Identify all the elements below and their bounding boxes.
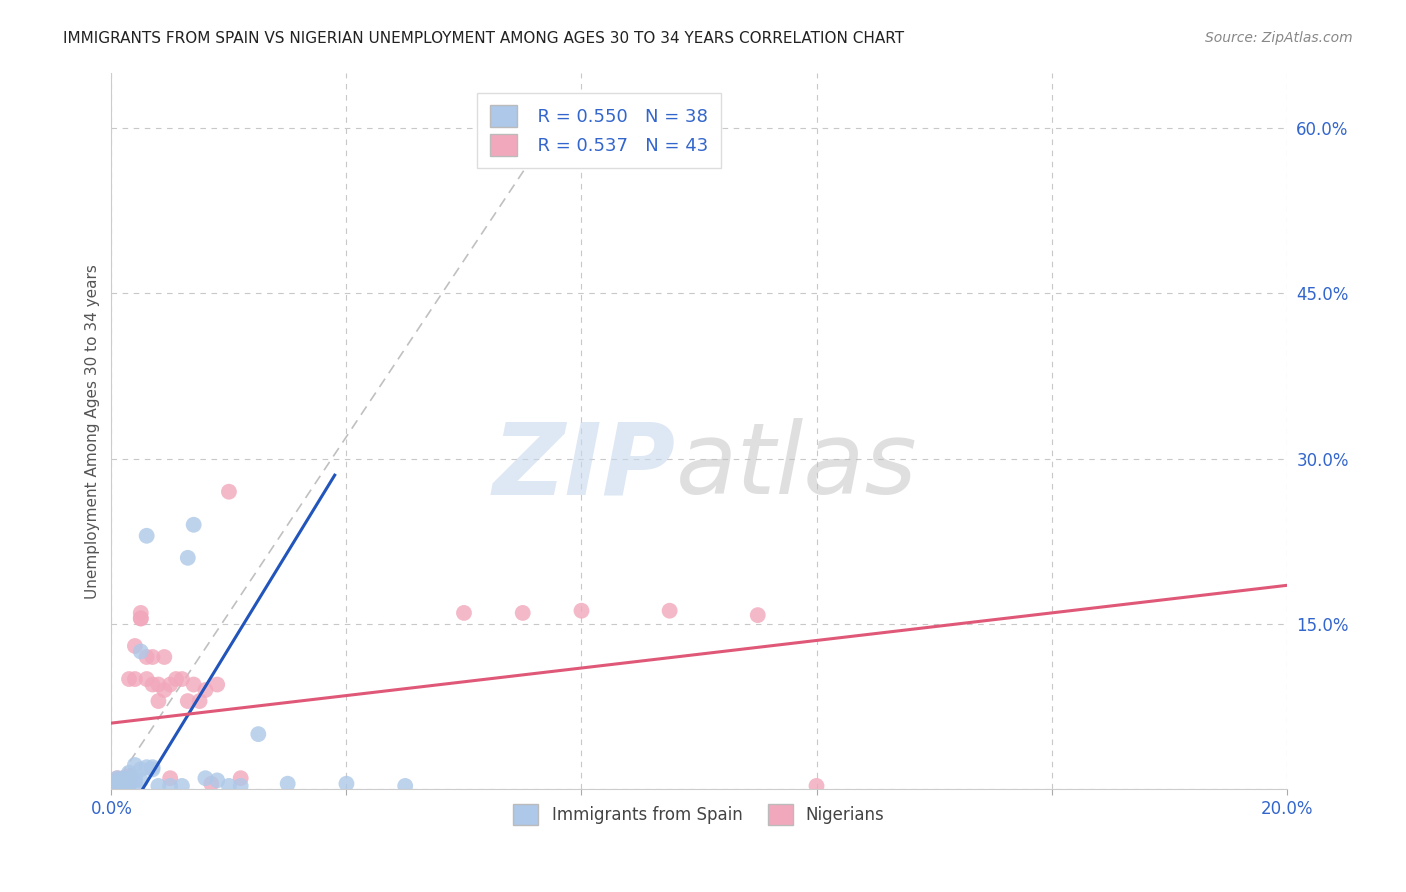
- Point: [148, 694, 170, 708]
- Point: [129, 611, 152, 625]
- Text: Source: ZipAtlas.com: Source: ZipAtlas.com: [1205, 31, 1353, 45]
- Point: [112, 777, 135, 791]
- Point: [806, 779, 828, 793]
- Point: [159, 779, 181, 793]
- Y-axis label: Unemployment Among Ages 30 to 34 years: Unemployment Among Ages 30 to 34 years: [86, 264, 100, 599]
- Point: [177, 550, 200, 565]
- Text: IMMIGRANTS FROM SPAIN VS NIGERIAN UNEMPLOYMENT AMONG AGES 30 TO 34 YEARS CORRELA: IMMIGRANTS FROM SPAIN VS NIGERIAN UNEMPL…: [63, 31, 904, 46]
- Point: [124, 777, 146, 791]
- Point: [118, 777, 141, 791]
- Point: [105, 777, 128, 791]
- Point: [105, 773, 128, 788]
- Point: [124, 771, 146, 785]
- Point: [129, 763, 152, 777]
- Point: [112, 777, 135, 791]
- Point: [129, 644, 152, 658]
- Point: [141, 677, 163, 691]
- Point: [141, 760, 163, 774]
- Point: [335, 777, 357, 791]
- Point: [205, 677, 228, 691]
- Point: [229, 779, 252, 793]
- Point: [135, 529, 157, 543]
- Point: [112, 775, 135, 789]
- Point: [183, 517, 205, 532]
- Point: [118, 777, 141, 791]
- Point: [105, 771, 128, 785]
- Point: [105, 777, 128, 791]
- Point: [194, 683, 217, 698]
- Point: [129, 611, 152, 625]
- Point: [170, 779, 193, 793]
- Point: [658, 604, 681, 618]
- Point: [153, 683, 176, 698]
- Point: [124, 672, 146, 686]
- Point: [118, 771, 141, 785]
- Point: [124, 639, 146, 653]
- Point: [747, 608, 769, 623]
- Point: [148, 677, 170, 691]
- Point: [512, 606, 534, 620]
- Point: [159, 677, 181, 691]
- Point: [118, 773, 141, 788]
- Point: [112, 779, 135, 793]
- Point: [177, 694, 200, 708]
- Point: [200, 777, 222, 791]
- Point: [188, 694, 211, 708]
- Point: [229, 771, 252, 785]
- Point: [105, 771, 128, 785]
- Point: [112, 773, 135, 788]
- Point: [112, 771, 135, 785]
- Point: [205, 773, 228, 788]
- Point: [118, 773, 141, 788]
- Point: [141, 650, 163, 665]
- Text: atlas: atlas: [675, 418, 917, 516]
- Point: [124, 773, 146, 788]
- Point: [129, 773, 152, 788]
- Point: [135, 672, 157, 686]
- Point: [218, 484, 240, 499]
- Point: [394, 779, 416, 793]
- Point: [118, 779, 141, 793]
- Point: [183, 677, 205, 691]
- Point: [124, 758, 146, 772]
- Point: [118, 672, 141, 686]
- Point: [170, 672, 193, 686]
- Point: [105, 773, 128, 788]
- Point: [135, 650, 157, 665]
- Point: [571, 604, 593, 618]
- Point: [247, 727, 270, 741]
- Text: ZIP: ZIP: [492, 418, 675, 516]
- Point: [159, 771, 181, 785]
- Point: [153, 650, 176, 665]
- Point: [148, 779, 170, 793]
- Legend: Immigrants from Spain, Nigerians: Immigrants from Spain, Nigerians: [503, 794, 894, 835]
- Point: [105, 779, 128, 793]
- Point: [129, 606, 152, 620]
- Point: [194, 771, 217, 785]
- Point: [112, 771, 135, 785]
- Point: [218, 779, 240, 793]
- Point: [135, 760, 157, 774]
- Point: [453, 606, 475, 620]
- Point: [277, 777, 299, 791]
- Point: [118, 765, 141, 780]
- Point: [118, 769, 141, 783]
- Point: [105, 777, 128, 791]
- Point: [112, 773, 135, 788]
- Point: [165, 672, 187, 686]
- Point: [141, 763, 163, 777]
- Point: [112, 777, 135, 791]
